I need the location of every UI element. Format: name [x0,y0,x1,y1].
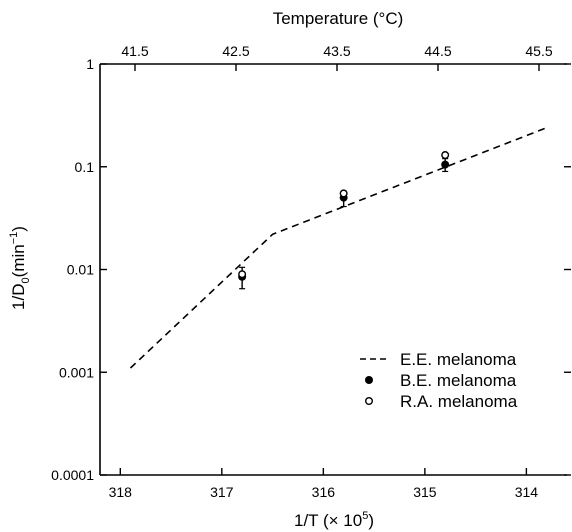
legend: E.E. melanoma B.E. melanoma R.A. melanoma [360,350,518,411]
y-tick-label: 0.01 [67,262,94,278]
legend-swatch-be-melanoma [365,376,373,384]
legend-label: B.E. melanoma [400,371,517,390]
plot-frame [99,63,567,476]
y-tick-label: 0.1 [75,159,95,175]
x-tick-label: 318 [109,484,133,500]
top-tick-label: 43.5 [323,43,350,59]
point-ra-melanoma [441,151,450,160]
data-series [129,126,547,369]
top-tick-label: 44.5 [424,43,451,59]
y-tick-label: 1 [86,56,94,72]
top-tick-label: 41.5 [121,43,148,59]
point-ra-melanoma [339,189,348,198]
y-axis-title-sub: 0 [20,277,32,283]
series-line-ee-melanoma [129,126,547,369]
top-tick-label: 45.5 [525,43,552,59]
point-be-melanoma [441,160,450,169]
x-axis-title-end: ) [368,511,374,530]
x-tick-label: 315 [413,484,437,500]
y-axis-title-rest: (min [9,244,28,277]
x-tick-label: 317 [210,484,234,500]
legend-swatch-ra-melanoma [365,397,374,406]
legend-label: R.A. melanoma [400,392,518,411]
legend-label: E.E. melanoma [400,350,517,369]
top-tick-label: 42.5 [222,43,249,59]
x-axis-title: 1/T (× 105) [294,510,374,530]
x-tick-label: 316 [312,484,336,500]
top-axis-title: Temperature (°C) [273,9,404,28]
y-tick-label: 0.0001 [51,467,94,483]
y-tick-label: 0.001 [59,364,94,380]
x-tick-label: 314 [515,484,539,500]
y-axis-title-main: 1/D [9,283,28,309]
x-axis-title-sup: 5 [362,510,368,522]
axis-ticks: 1 0.1 0.01 0.001 0.0001 318 317 316 315 314 41.5 42… [51,43,571,500]
point-ra-melanoma [238,270,247,279]
x-axis-title-text: 1/T (× 10 [294,511,362,530]
y-axis-title-end: ) [9,226,28,232]
y-axis-title: 1/D0(min−1) [8,226,32,310]
y-axis-title-sup: −1 [8,232,20,245]
